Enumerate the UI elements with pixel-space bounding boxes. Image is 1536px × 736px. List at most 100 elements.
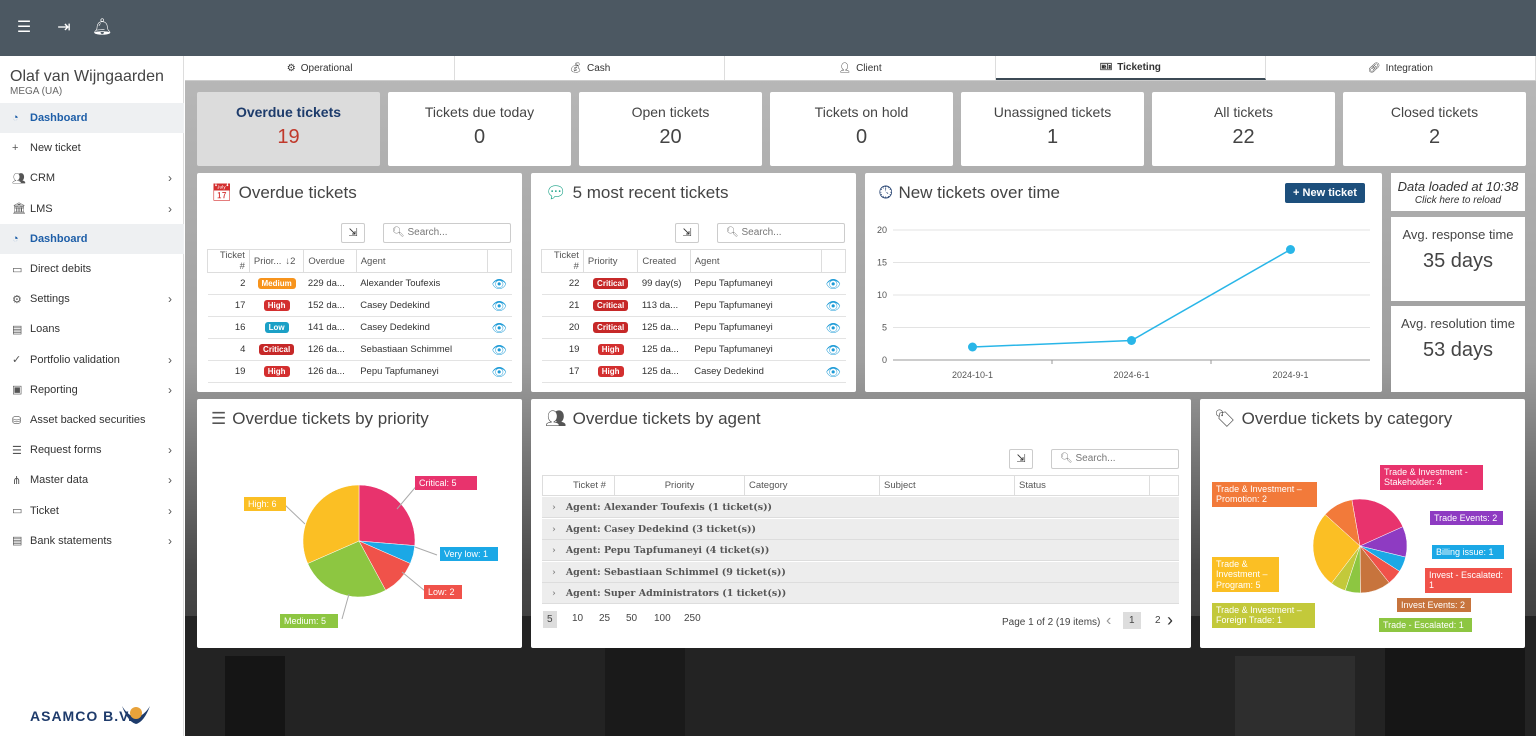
column-header[interactable]: Agent — [689, 249, 822, 273]
page-size-option[interactable]: 250 — [684, 613, 701, 624]
logout-icon[interactable]: ⇥ — [57, 19, 71, 36]
page-size-option[interactable]: 10 — [572, 613, 584, 624]
eye-icon[interactable]: 👁︎ — [821, 360, 846, 383]
column-header[interactable]: Priority — [582, 249, 639, 273]
table-row[interactable]: 19 High 126 da... Pepu Tapfumaneyi 👁︎ — [207, 360, 512, 383]
expand-icon[interactable]: › — [552, 545, 556, 557]
column-header[interactable]: Ticket # — [207, 249, 250, 273]
stat-card-tickets-on-hold[interactable]: Tickets on hold 0 — [770, 92, 953, 166]
overdue-search-input[interactable]: 🔍︎ Search... — [383, 223, 511, 243]
agent-group-row[interactable]: › Agent: Alexander Toufexis (1 ticket(s)) — [542, 497, 1179, 518]
column-header[interactable]: Ticket # — [543, 476, 615, 495]
page-button[interactable]: 2 — [1155, 615, 1161, 626]
column-header[interactable]: Created — [637, 249, 691, 273]
agent-group-row[interactable]: › Agent: Super Administrators (1 ticket(s… — [542, 583, 1179, 605]
data-point[interactable] — [1286, 245, 1295, 254]
export-button[interactable]: ⇲ — [1009, 449, 1033, 469]
pie-slice[interactable] — [302, 484, 360, 564]
reload-link[interactable]: Click here to reload — [1414, 195, 1502, 206]
prev-page-icon[interactable]: ‹ — [1106, 612, 1112, 629]
sidebar-item-settings[interactable]: ⚙︎ Settings › — [0, 284, 184, 314]
next-page-icon[interactable]: › — [1167, 610, 1173, 630]
column-header[interactable]: Subject — [880, 476, 1015, 495]
table-row[interactable]: 16 Low 141 da... Casey Dedekind 👁︎ — [207, 316, 512, 339]
eye-icon[interactable]: 👁︎ — [821, 294, 846, 317]
table-row[interactable]: 19 High 125 da... Pepu Tapfumaneyi 👁︎ — [541, 338, 846, 361]
eye-icon[interactable]: 👁︎ — [487, 316, 512, 339]
tab-client[interactable]: 👤︎ Client — [725, 56, 996, 80]
expand-icon[interactable]: › — [552, 588, 556, 600]
expand-icon[interactable]: › — [552, 566, 556, 578]
new-ticket-button[interactable]: + New ticket — [1285, 183, 1365, 203]
sidebar-item-reporting[interactable]: ▣ Reporting › — [0, 375, 184, 405]
sidebar-item-dashboard[interactable]: ◔ Dashboard — [0, 223, 184, 254]
expand-icon[interactable]: › — [552, 523, 556, 535]
tab-operational[interactable]: ⚙︎ Operational — [185, 56, 456, 80]
column-header[interactable]: Overdue — [303, 249, 357, 273]
page-size-option[interactable]: 5 — [543, 611, 557, 628]
sidebar-item-master-data[interactable]: ⋔ Master data › — [0, 465, 184, 495]
page-size-option[interactable]: 100 — [654, 613, 671, 624]
table-row[interactable]: 17 High 125 da... Casey Dedekind 👁︎ — [541, 360, 846, 383]
page-size-option[interactable]: 50 — [626, 613, 638, 624]
column-header[interactable]: Status — [1015, 476, 1150, 495]
sidebar-item-asset-backed-securities[interactable]: ⛁ Asset backed securities — [0, 405, 184, 435]
column-header[interactable]: Agent — [355, 249, 488, 273]
column-header[interactable]: Prior... ↓2 — [248, 249, 305, 273]
export-button[interactable]: ⇲ — [675, 223, 699, 243]
page-button[interactable]: 1 — [1123, 612, 1141, 629]
agent-search-input[interactable]: 🔍︎ Search... — [1051, 449, 1179, 469]
column-header[interactable]: Priority — [615, 476, 745, 495]
column-header[interactable]: Category — [745, 476, 880, 495]
agent-group-row[interactable]: › Agent: Sebastiaan Schimmel (9 ticket(s)… — [542, 561, 1179, 583]
eye-icon[interactable]: 👁︎ — [821, 316, 846, 339]
tab-integration[interactable]: 🔗︎ Integration — [1266, 56, 1536, 80]
table-row[interactable]: 2 Medium 229 da... Alexander Toufexis 👁︎ — [207, 272, 512, 295]
sidebar-item-direct-debits[interactable]: ▭ Direct debits — [0, 254, 184, 284]
table-row[interactable]: 20 Critical 125 da... Pepu Tapfumaneyi 👁︎ — [541, 316, 846, 339]
menu-icon[interactable]: ☰ — [16, 19, 32, 36]
stat-card-closed-tickets[interactable]: Closed tickets 2 — [1343, 92, 1526, 166]
agent-group-row[interactable]: › Agent: Pepu Tapfumaneyi (4 ticket(s)) — [542, 540, 1179, 562]
agent-group-row[interactable]: › Agent: Casey Dedekind (3 ticket(s)) — [542, 518, 1179, 540]
stat-card-all-tickets[interactable]: All tickets 22 — [1152, 92, 1335, 166]
sidebar-item-portfolio-validation[interactable]: ✓ Portfolio validation › — [0, 345, 184, 375]
eye-icon[interactable]: 👁︎ — [487, 338, 512, 361]
column-header[interactable]: Ticket # — [541, 249, 584, 273]
data-point[interactable] — [1127, 336, 1136, 345]
bell-icon[interactable]: 🔔︎ — [92, 19, 113, 36]
eye-icon[interactable]: 👁︎ — [821, 338, 846, 361]
sidebar-item-loans[interactable]: ▤ Loans — [0, 314, 184, 344]
eye-icon[interactable]: 👁︎ — [487, 360, 512, 383]
table-row[interactable]: 17 High 152 da... Casey Dedekind 👁︎ — [207, 294, 512, 317]
export-button[interactable]: ⇲ — [341, 223, 365, 243]
tab-cash[interactable]: 💰︎ Cash — [455, 56, 726, 80]
data-point[interactable] — [968, 342, 977, 352]
pie-slice[interactable] — [1324, 499, 1361, 547]
stat-card-open-tickets[interactable]: Open tickets 20 — [579, 92, 762, 166]
pie-slice[interactable] — [358, 484, 416, 546]
stat-card-tickets-due-today[interactable]: Tickets due today 0 — [388, 92, 571, 166]
tab-ticketing[interactable]: 🎫︎ Ticketing — [995, 56, 1266, 80]
table-row[interactable]: 22 Critical 99 day(s) Pepu Tapfumaneyi 👁︎ — [541, 272, 846, 295]
expand-icon[interactable]: › — [552, 502, 556, 513]
stat-card-unassigned-tickets[interactable]: Unassigned tickets 1 — [961, 92, 1144, 166]
page-size-option[interactable]: 25 — [599, 613, 611, 624]
eye-icon[interactable]: 👁︎ — [487, 294, 512, 317]
eye-icon[interactable]: 👁︎ — [821, 272, 846, 295]
sidebar-item-request-forms[interactable]: ☰ Request forms › — [0, 435, 184, 465]
data-loaded-card[interactable]: Data loaded at 10:38 Click here to reloa… — [1391, 173, 1525, 211]
sidebar-item-new-ticket[interactable]: + New ticket — [0, 133, 184, 163]
table-row[interactable]: 21 Critical 113 da... Pepu Tapfumaneyi 👁︎ — [541, 294, 846, 317]
stat-card-overdue-tickets[interactable]: Overdue tickets 19 — [197, 92, 380, 166]
recent-search-input[interactable]: 🔍︎ Search... — [717, 223, 845, 243]
pie-slice[interactable] — [1312, 514, 1361, 584]
sidebar-item-crm[interactable]: 👥︎ CRM › — [0, 163, 184, 193]
sidebar-item-lms[interactable]: 🏛︎ LMS › — [0, 194, 184, 224]
pie-slice[interactable] — [1351, 498, 1404, 547]
eye-icon[interactable]: 👁︎ — [487, 272, 512, 295]
sidebar-item-ticket[interactable]: ▭ Ticket › — [0, 496, 184, 526]
sidebar-item-bank-statements[interactable]: ▤ Bank statements › — [0, 526, 184, 556]
sidebar-item-dashboard[interactable]: ◔ Dashboard — [0, 103, 184, 133]
table-row[interactable]: 4 Critical 126 da... Sebastiaan Schimmel 👁︎ — [207, 338, 512, 361]
